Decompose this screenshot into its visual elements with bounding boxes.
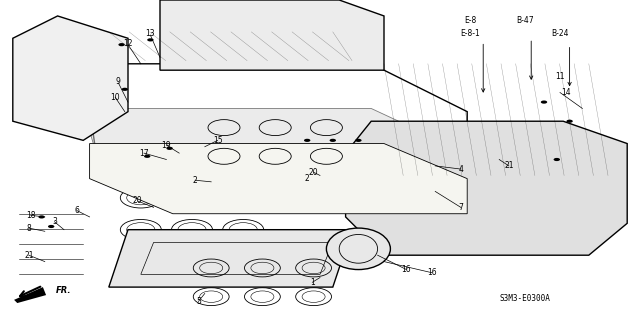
Text: 1: 1: [310, 278, 315, 287]
Text: 21: 21: [24, 251, 33, 260]
Text: 16: 16: [427, 268, 437, 277]
Text: E-8: E-8: [464, 16, 477, 25]
Text: 15: 15: [212, 136, 223, 145]
Polygon shape: [83, 108, 467, 198]
Text: 2: 2: [193, 176, 198, 185]
Circle shape: [304, 139, 310, 142]
Text: 14: 14: [561, 88, 572, 97]
Polygon shape: [14, 287, 46, 303]
Polygon shape: [13, 16, 128, 140]
Polygon shape: [346, 121, 627, 255]
Text: 4: 4: [458, 165, 463, 174]
Text: 6: 6: [74, 206, 79, 215]
Text: 19: 19: [161, 141, 172, 150]
Text: 17: 17: [139, 149, 149, 158]
Circle shape: [144, 155, 150, 158]
Text: 5: 5: [196, 297, 201, 306]
Text: 8: 8: [26, 224, 31, 233]
Text: 7: 7: [458, 203, 463, 212]
Text: 11: 11: [556, 72, 564, 81]
Circle shape: [38, 215, 45, 219]
Polygon shape: [109, 230, 352, 287]
Text: 18: 18: [26, 211, 35, 220]
Text: 2: 2: [305, 174, 310, 183]
Circle shape: [330, 139, 336, 142]
Circle shape: [147, 38, 154, 41]
Text: E-8-1: E-8-1: [461, 29, 480, 38]
Text: 12: 12: [124, 39, 132, 48]
Circle shape: [166, 147, 173, 150]
Polygon shape: [90, 144, 467, 214]
Text: 3: 3: [52, 217, 57, 226]
Ellipse shape: [326, 228, 390, 270]
Text: S3M3-E0300A: S3M3-E0300A: [499, 294, 550, 303]
Circle shape: [554, 158, 560, 161]
Text: 13: 13: [145, 29, 156, 38]
Text: B-24: B-24: [551, 29, 569, 38]
Text: 20: 20: [132, 197, 143, 205]
Circle shape: [122, 88, 128, 91]
Circle shape: [48, 225, 54, 228]
Text: 9: 9: [116, 77, 121, 86]
Text: 10: 10: [110, 93, 120, 102]
Text: FR.: FR.: [56, 286, 71, 295]
Circle shape: [355, 139, 362, 142]
Circle shape: [566, 120, 573, 123]
Circle shape: [118, 43, 125, 46]
Polygon shape: [160, 0, 384, 70]
Text: 21: 21: [504, 161, 513, 170]
Text: 20: 20: [308, 168, 319, 177]
Text: 16: 16: [401, 265, 412, 274]
Circle shape: [541, 100, 547, 104]
Text: B-47: B-47: [516, 16, 534, 25]
